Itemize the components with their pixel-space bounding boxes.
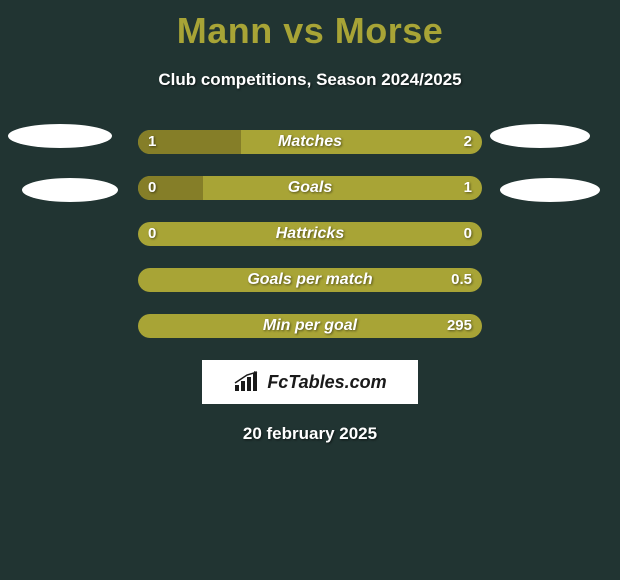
ellipse-decoration (500, 178, 600, 202)
chart-icon (233, 371, 261, 393)
ellipse-decoration (490, 124, 590, 148)
stat-row: 0Goals1 (138, 176, 482, 200)
stat-right-value: 295 (447, 314, 472, 338)
ellipse-decoration (22, 178, 118, 202)
subtitle: Club competitions, Season 2024/2025 (0, 70, 620, 90)
stat-label: Matches (138, 130, 482, 154)
stat-row: Min per goal295 (138, 314, 482, 338)
stat-right-value: 0 (464, 222, 472, 246)
logo-text: FcTables.com (267, 372, 386, 393)
stat-label: Goals per match (138, 268, 482, 292)
stat-row: 1Matches2 (138, 130, 482, 154)
logo-box: FcTables.com (202, 360, 418, 404)
stat-right-value: 0.5 (451, 268, 472, 292)
stat-row: 0Hattricks0 (138, 222, 482, 246)
stat-row: Goals per match0.5 (138, 268, 482, 292)
stat-label: Hattricks (138, 222, 482, 246)
page-title: Mann vs Morse (0, 0, 620, 52)
stat-right-value: 1 (464, 176, 472, 200)
stat-label: Min per goal (138, 314, 482, 338)
stat-label: Goals (138, 176, 482, 200)
ellipse-decoration (8, 124, 112, 148)
date-text: 20 february 2025 (0, 424, 620, 444)
stats-container: 1Matches20Goals10Hattricks0Goals per mat… (138, 130, 482, 338)
stat-right-value: 2 (464, 130, 472, 154)
